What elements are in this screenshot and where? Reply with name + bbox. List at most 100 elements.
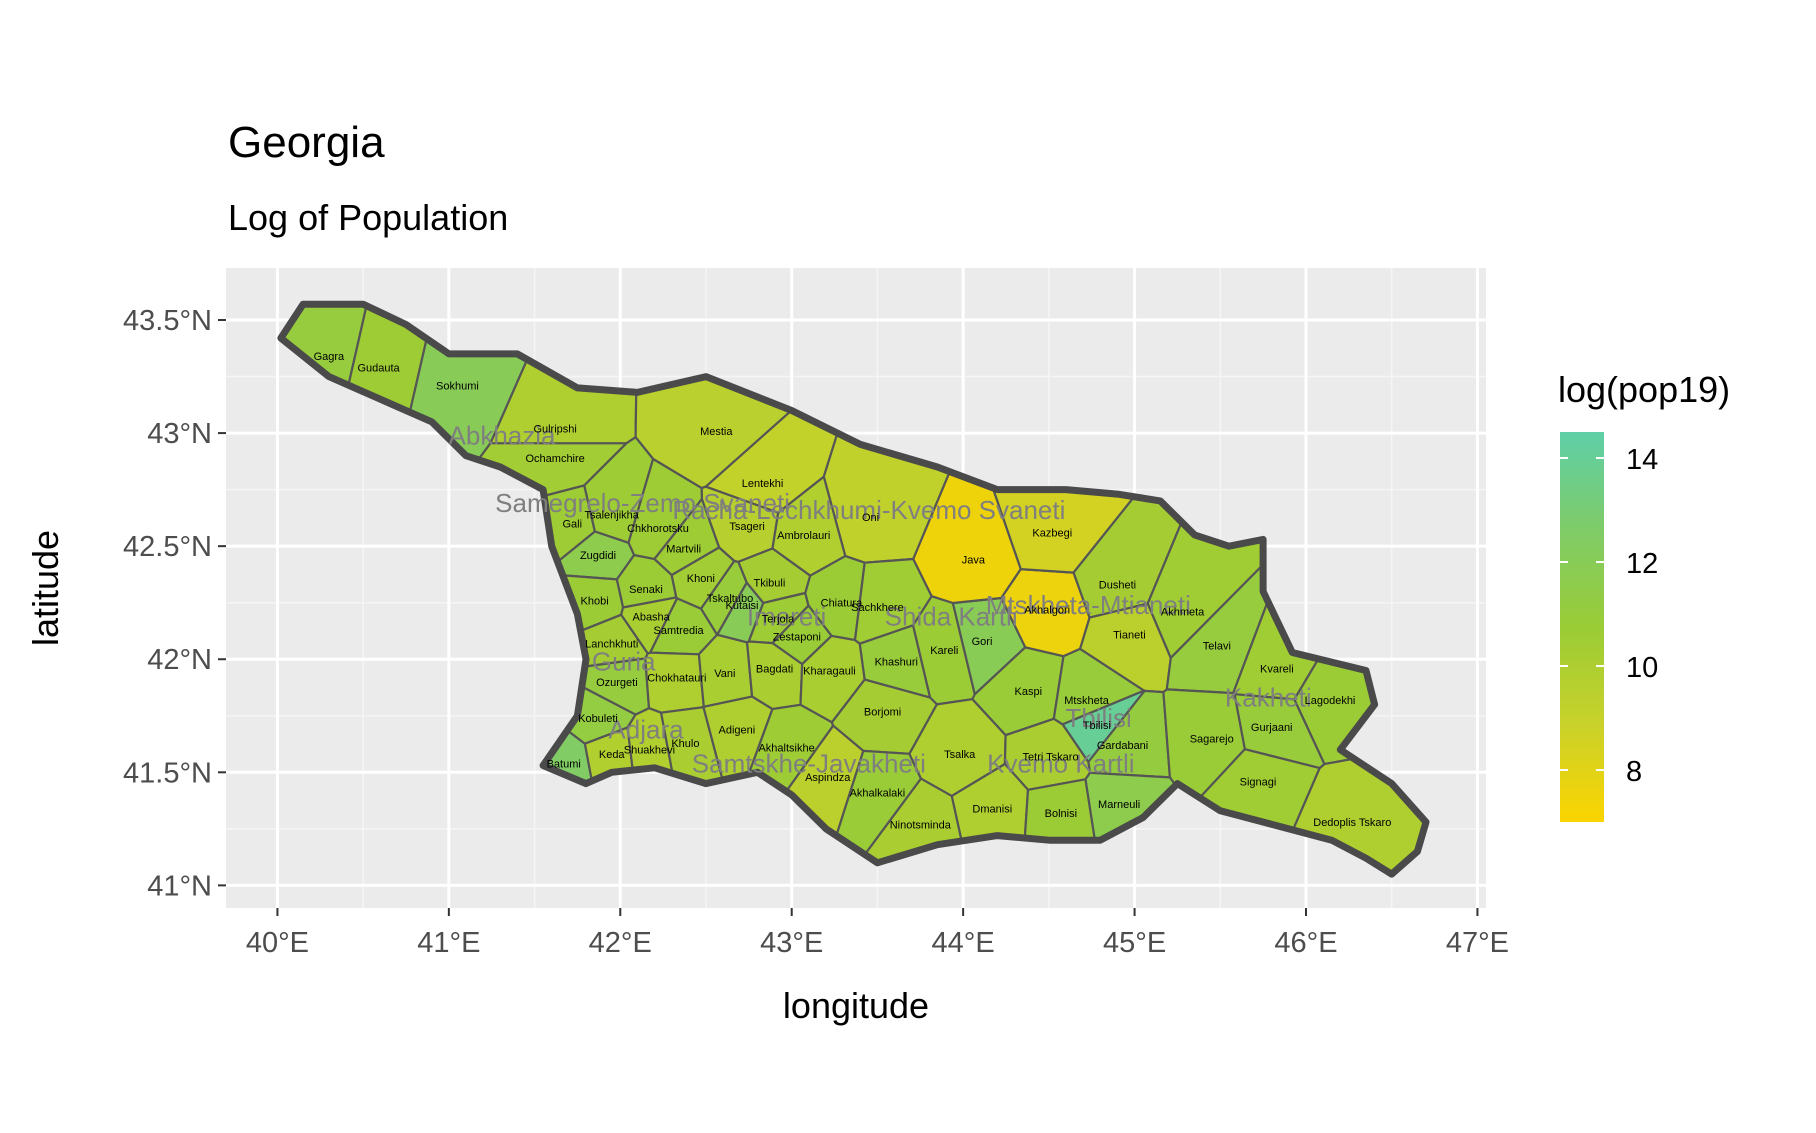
district-label: Marneuli [1098, 799, 1140, 811]
district-label: Terjola [762, 614, 795, 626]
district-label: Bolnisi [1045, 808, 1077, 820]
x-axis-title: longitude [783, 985, 929, 1026]
region-label: Imereti [747, 601, 826, 631]
legend: log(pop19) 8 10 12 14 [1558, 369, 1730, 822]
district-label: Kvareli [1260, 663, 1294, 675]
district-label: Adigeni [719, 724, 756, 736]
district-label: Zestaponi [773, 632, 821, 644]
region-label: Racha-Lechkhumi-Kvemo Svaneti [672, 495, 1065, 525]
district-label: Lentekhi [742, 478, 784, 490]
district-label: Tkibuli [754, 577, 786, 589]
district-label: Ozurgeti [596, 677, 638, 689]
district-label: Gardabani [1097, 740, 1148, 752]
district-label: Shuakhevi [624, 745, 675, 757]
region-label: Adjara [608, 714, 684, 744]
region-label: Mtskheta-Mtianeti [986, 590, 1191, 620]
district-label: Tskaltubo [707, 593, 753, 605]
district-label: Dusheti [1099, 580, 1136, 592]
legend-colorbar [1560, 432, 1604, 822]
district-label: Gulripshi [533, 424, 576, 436]
district-label: Kazbegi [1032, 528, 1072, 540]
legend-tick-label: 12 [1626, 548, 1658, 580]
district-label: Senaki [629, 584, 663, 596]
region-label: Abkhazia [449, 420, 556, 450]
district-label: Gagra [314, 351, 345, 363]
x-tick-label: 44°E [932, 927, 995, 959]
district-label: Chkhorotsku [627, 523, 689, 535]
district-label: Samtredia [654, 625, 705, 637]
district-label: Kobuleti [578, 713, 618, 725]
district-label: Ochamchire [525, 453, 584, 465]
y-tick-label: 42.5°N [123, 531, 212, 563]
district-label: Lanchkhuti [585, 638, 638, 650]
x-tick-label: 40°E [246, 927, 309, 959]
district-labels: Gagra Gudauta Sokhumi Gulripshi Ochamchire Ga… [314, 351, 1392, 831]
district-label: Chokhatauri [647, 672, 706, 684]
x-axis: 40°E 41°E 42°E 43°E 44°E 45°E 46°E 47°E [246, 908, 1509, 959]
chart-subtitle: Log of Population [228, 197, 508, 238]
district-label: Oni [862, 512, 879, 524]
region-labels: Abkhazia Samegrelo-Zemo SvanetiRacha-Lech… [449, 420, 1312, 778]
district-label: Borjomi [864, 706, 901, 718]
district-label: Aspindza [805, 772, 851, 784]
district-label: Kutaisi [725, 600, 758, 612]
district-label: Tsageri [729, 521, 764, 533]
district-label: Tbilisi [1083, 720, 1111, 732]
district-label: Tsalka [944, 749, 976, 761]
district-label: Sagarejo [1190, 733, 1234, 745]
x-tick-label: 47°E [1446, 927, 1509, 959]
district-label: Ninotsminda [890, 819, 952, 831]
region-label: Tbilisi [1065, 703, 1131, 733]
y-tick-label: 42°N [147, 644, 212, 676]
district-label: Vani [714, 668, 735, 680]
district-label: Signagi [1240, 776, 1277, 788]
district-label: Gori [972, 636, 993, 648]
y-tick-label: 43°N [147, 418, 212, 450]
district-label: Dmanisi [972, 803, 1012, 815]
district-label: Gudauta [357, 363, 400, 375]
district-label: Khobi [581, 595, 609, 607]
district-label: Java [962, 555, 986, 567]
district-label: Kareli [930, 645, 958, 657]
region-label: Shida Kartli [885, 601, 1018, 631]
district-label: Ambrolauri [777, 530, 830, 542]
district-label: Abasha [632, 611, 670, 623]
district-label: Lagodekhi [1305, 695, 1356, 707]
district-label: Dedoplis Tskaro [1313, 817, 1391, 829]
district-label: Bagdati [756, 663, 793, 675]
region-label: Samtskhe-Javakheti [692, 748, 926, 778]
legend-tick-label: 14 [1626, 444, 1658, 476]
country-border [277, 300, 1430, 878]
district-label: Tsalenjikha [585, 510, 640, 522]
district-label: Akhmeta [1161, 607, 1205, 619]
district-label: Tianeti [1113, 629, 1146, 641]
legend-ticks: 8 10 12 14 [1560, 444, 1658, 788]
district-label: Chiatura [821, 598, 863, 610]
x-tick-label: 43°E [760, 927, 823, 959]
chart-title: Georgia [228, 118, 385, 167]
district-label: Kharagauli [803, 666, 856, 678]
district-label: Tetri Tskaro [1023, 751, 1079, 763]
district-label: Sachkhere [851, 602, 904, 614]
x-tick-label: 46°E [1274, 927, 1337, 959]
district-label: Gali [563, 519, 583, 531]
y-tick-label: 41.5°N [123, 757, 212, 789]
region-label: Samegrelo-Zemo Svaneti [495, 488, 790, 518]
district-label: Khulo [671, 738, 699, 750]
district-label: Telavi [1203, 641, 1231, 653]
district-label: Khoni [687, 573, 715, 585]
district-label: Batumi [547, 758, 581, 770]
y-tick-label: 41°N [147, 870, 212, 902]
x-tick-label: 42°E [589, 927, 652, 959]
district-label: Akhalgori [1024, 604, 1070, 616]
y-tick-label: 43.5°N [123, 305, 212, 337]
region-label: Kakheti [1225, 683, 1312, 713]
district-label: Kaspi [1015, 686, 1043, 698]
district-label: Khashuri [875, 656, 918, 668]
x-tick-label: 41°E [417, 927, 480, 959]
district-label: Keda [599, 749, 626, 761]
district-label: Sokhumi [436, 381, 479, 393]
region-label: Kvemo Kartli [987, 748, 1134, 778]
region-label: Guria [592, 647, 656, 677]
